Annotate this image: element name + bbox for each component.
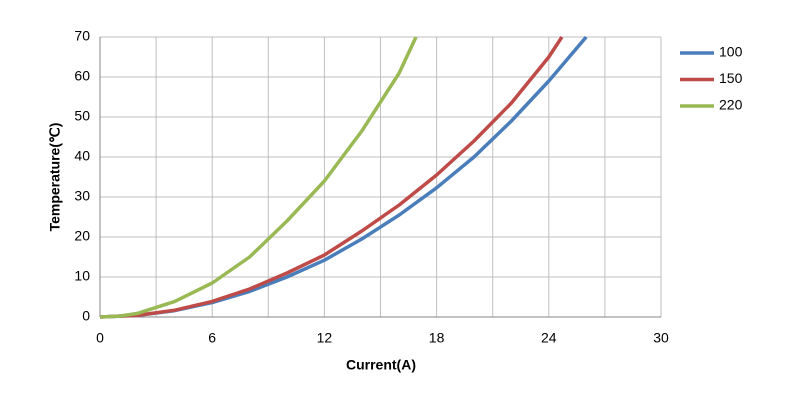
y-tick-label: 50 (74, 108, 90, 124)
x-tick-label: 12 (317, 330, 333, 346)
x-axis-title: Current(A) (346, 357, 416, 373)
y-tick-label: 70 (74, 28, 90, 44)
x-tick-label: 24 (541, 330, 557, 346)
legend-label: 150 (719, 70, 743, 86)
x-tick-label: 30 (653, 330, 669, 346)
line-series (99, 36, 418, 319)
x-tick-label: 6 (208, 330, 216, 346)
line-series (99, 36, 564, 319)
x-tick-label: 18 (429, 330, 445, 346)
y-tick-label: 20 (74, 228, 90, 244)
y-tick-label: 0 (82, 308, 90, 324)
legend-label: 100 (719, 44, 743, 60)
legend-label: 220 (719, 97, 743, 113)
y-tick-label: 10 (74, 268, 90, 284)
y-tick-label: 40 (74, 148, 90, 164)
y-axis-title: Temperature(℃) (47, 123, 63, 232)
y-tick-label: 30 (74, 188, 90, 204)
x-tick-label: 0 (96, 330, 104, 346)
line-series (99, 35, 588, 319)
y-tick-label: 60 (74, 68, 90, 84)
